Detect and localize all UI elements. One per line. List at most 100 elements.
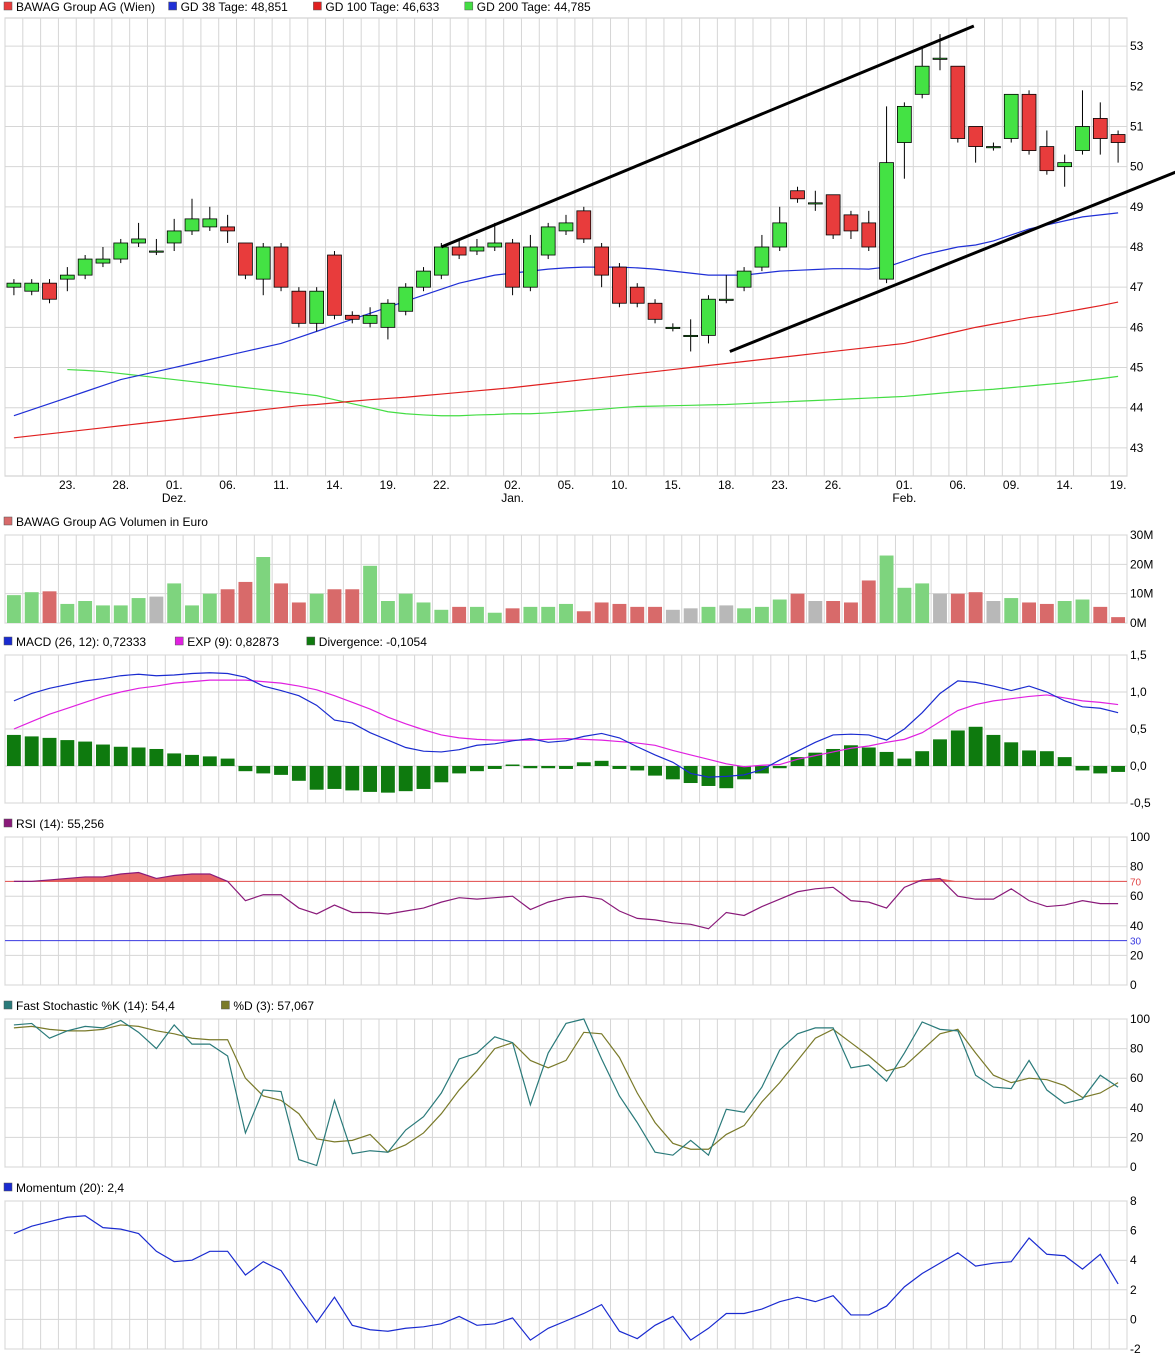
x-tick-label: 01. <box>896 478 913 492</box>
legend-label: %D (3): 57,067 <box>233 999 314 1013</box>
candle-body <box>487 242 503 248</box>
volume-bar <box>238 581 253 623</box>
candle-body <box>42 282 57 300</box>
x-tick-label: 02. <box>504 478 521 492</box>
gd100-line <box>13 301 1119 439</box>
candle-body <box>968 126 983 147</box>
x-tick-label: 10. <box>611 478 628 492</box>
x-tick-label: 19. <box>1110 478 1127 492</box>
volume-bar <box>487 612 502 623</box>
candle <box>754 234 770 272</box>
divergence-bar <box>220 758 235 766</box>
legend-label: BAWAG Group AG (Wien) <box>16 0 155 14</box>
x-tick-month: Feb. <box>892 491 916 505</box>
candle <box>1092 102 1108 155</box>
candle <box>879 106 894 284</box>
candle <box>273 242 289 292</box>
candle <box>380 299 396 340</box>
candle-body <box>202 218 218 228</box>
divergence-bar <box>576 762 591 766</box>
legend-swatch <box>174 636 184 646</box>
y-tick-label: -2 <box>1130 1342 1141 1356</box>
candle <box>344 311 360 324</box>
divergence-bar <box>1004 742 1019 766</box>
trendline <box>440 24 975 249</box>
volume-bar <box>737 608 752 623</box>
divergence-bar <box>291 766 306 781</box>
candle-body <box>629 286 645 304</box>
divergence-bar <box>737 766 752 780</box>
divergence-bar <box>416 766 431 789</box>
candle <box>1057 154 1073 187</box>
x-tick-label: 06. <box>219 478 236 492</box>
candle-body <box>291 290 307 324</box>
candle-body <box>861 222 877 248</box>
candle-body <box>433 246 449 276</box>
legend-label: EXP (9): 0,82873 <box>187 635 279 649</box>
y-tick-label: 52 <box>1130 79 1144 93</box>
legend-swatch <box>3 636 13 646</box>
y-tick-label: 60 <box>1130 1071 1144 1085</box>
volume-bar <box>523 606 538 623</box>
candle-body <box>131 238 146 244</box>
candle-body <box>238 242 253 276</box>
volume-bar <box>790 593 805 623</box>
y-tick-label: 0,5 <box>1130 722 1147 736</box>
candle <box>1003 93 1019 143</box>
divergence-bar <box>541 766 556 769</box>
divergence-bar <box>256 766 271 774</box>
candle <box>736 267 752 292</box>
candle-body <box>612 266 627 304</box>
price-legend: BAWAG Group AG (Wien) GD 38 Tage: 48,851 G… <box>3 0 591 14</box>
rsi-level-30-label: 30 <box>1130 937 1142 948</box>
divergence-bar <box>327 766 342 789</box>
volume-bar <box>754 606 769 623</box>
legend-swatch <box>168 1 177 11</box>
candle <box>255 242 271 296</box>
legend-label: RSI (14): 55,256 <box>16 817 104 831</box>
volume-bar <box>149 596 164 623</box>
divergence-bar <box>844 745 858 766</box>
volume-bar <box>683 608 698 623</box>
candle-body <box>843 214 859 232</box>
volume-bar <box>630 606 645 623</box>
x-tick-label: 23. <box>771 478 788 492</box>
candle-body <box>113 242 129 260</box>
rsi-legend: RSI (14): 55,256 <box>3 817 104 831</box>
candle-body <box>1075 126 1090 151</box>
candle <box>202 206 218 231</box>
candle <box>451 238 467 260</box>
volume-bar <box>950 593 965 623</box>
candle-body <box>914 65 930 95</box>
y-tick-label: 0 <box>1130 1312 1137 1326</box>
volume-bar <box>327 589 342 623</box>
divergence-bar <box>398 766 413 792</box>
x-tick-month: Dez. <box>162 491 187 505</box>
candle-body <box>932 57 948 60</box>
candle-body <box>736 270 752 288</box>
macd-line <box>13 672 1119 778</box>
volume-bar <box>202 593 217 623</box>
divergence-bar <box>452 766 467 774</box>
rsi-level-70-label: 70 <box>1130 877 1142 888</box>
volume-bar <box>594 602 609 623</box>
divergence-bar <box>434 766 449 783</box>
y-tick-label: 20 <box>1130 948 1144 962</box>
volume-bar <box>434 609 449 623</box>
candle <box>629 283 645 308</box>
candle-body <box>362 314 378 324</box>
divergence-bar <box>648 766 662 776</box>
y-tick-label: 48 <box>1130 240 1144 254</box>
divergence-bar <box>380 766 395 793</box>
volume-bar <box>167 583 182 623</box>
volume-bar <box>78 601 93 623</box>
y-tick-label: 60 <box>1130 889 1144 903</box>
y-tick-label: 30M <box>1130 528 1153 542</box>
candle <box>398 283 414 316</box>
divergence-bar <box>1039 751 1054 766</box>
candle-body <box>558 222 574 232</box>
divergence-bar <box>772 766 787 769</box>
legend-swatch <box>3 1 13 11</box>
rsi-overbought-area <box>13 872 1119 882</box>
candle-body <box>166 230 182 244</box>
